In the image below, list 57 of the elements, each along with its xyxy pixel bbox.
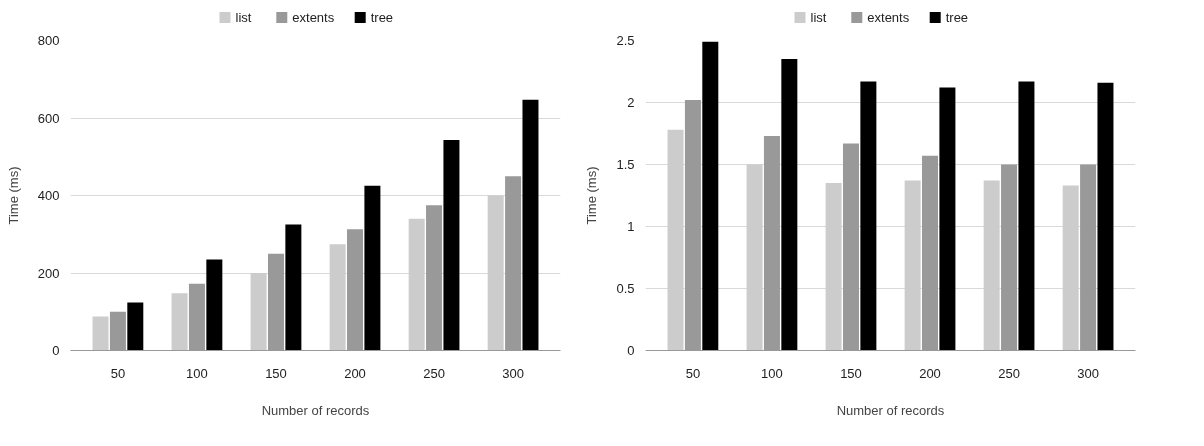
y-axis-title: Time (ms): [584, 166, 600, 225]
bar: [92, 316, 109, 351]
bar: [329, 244, 346, 351]
y-tick-label: 200: [37, 265, 60, 281]
x-tick-label: 50: [110, 365, 126, 381]
bar: [1018, 81, 1035, 351]
x-tick-label: 300: [1077, 365, 1099, 381]
bar: [781, 59, 798, 351]
bar: [983, 180, 1000, 351]
y-tick-label: 600: [37, 110, 60, 126]
x-tick-label: 150: [265, 365, 287, 381]
bar: [904, 180, 921, 351]
bar: [860, 81, 877, 351]
bar: [825, 183, 842, 351]
x-tick-label: 250: [998, 365, 1020, 381]
x-tick-label: 50: [685, 365, 701, 381]
y-axis-title: Time (ms): [5, 166, 21, 225]
y-tick-label: 1.5: [616, 157, 635, 172]
legend-label: list: [235, 10, 252, 25]
x-tick-label: 100: [186, 365, 208, 381]
x-tick-label: 250: [423, 365, 445, 381]
bar: [408, 218, 425, 351]
legend-label: extents: [292, 10, 335, 25]
x-tick-label: 200: [919, 365, 941, 381]
y-tick-label: 400: [37, 188, 60, 203]
bar: [702, 41, 719, 351]
x-axis-title: Number of records: [261, 402, 370, 418]
legend-label: list: [810, 10, 827, 25]
x-tick-label: 200: [344, 365, 366, 381]
y-tick-label: 0.5: [616, 281, 635, 296]
bar: [667, 129, 684, 351]
bar: [250, 273, 267, 351]
y-tick-label: 0: [627, 343, 635, 358]
bar: [127, 302, 144, 351]
y-tick-label: 2.5: [616, 33, 635, 48]
bar: [746, 164, 763, 351]
bar: [285, 224, 302, 351]
legend-label: tree: [945, 10, 969, 25]
bar: [939, 87, 956, 351]
legend-label: tree: [370, 10, 394, 25]
x-axis-title: Number of records: [836, 402, 945, 418]
legend-label: extents: [867, 10, 910, 25]
x-tick-label: 150: [840, 365, 862, 381]
y-tick-label: 1: [627, 219, 635, 234]
bar: [522, 99, 539, 351]
y-tick-label: 800: [37, 33, 60, 48]
bar: [487, 195, 504, 351]
bar: [1097, 82, 1114, 351]
bar: [206, 259, 223, 351]
x-tick-label: 300: [502, 365, 524, 381]
y-tick-label: 0: [52, 343, 60, 358]
bar: [171, 293, 188, 351]
bar: [364, 185, 381, 351]
y-tick-label: 2: [627, 95, 635, 110]
bar: [1062, 185, 1079, 351]
x-tick-label: 100: [761, 365, 783, 381]
bar: [443, 140, 460, 351]
